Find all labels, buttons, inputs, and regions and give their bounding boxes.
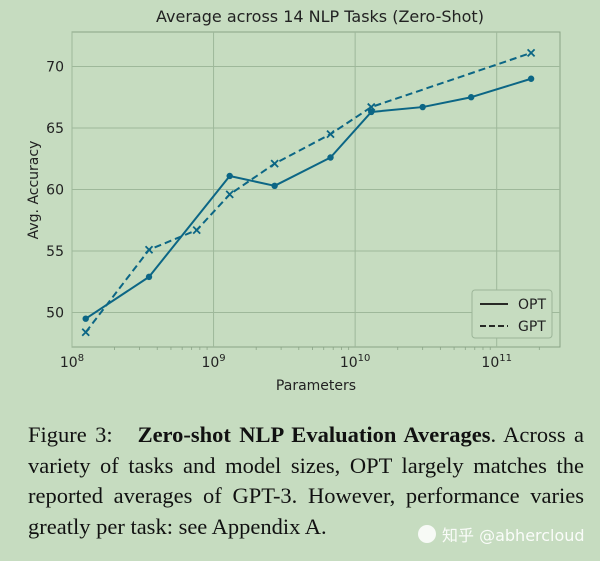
y-axis-label: Avg. Accuracy: [26, 141, 42, 240]
watermark: 知乎 @abhercloud: [418, 522, 585, 546]
caption-title: Zero-shot NLP Evaluation Averages: [137, 422, 491, 447]
figure-caption: Figure 3: Zero-shot NLP Evaluation Avera…: [28, 420, 584, 542]
point-opt: [327, 154, 334, 161]
point-gpt: [270, 159, 279, 168]
y-tick-label: 55: [46, 244, 64, 260]
legend-gpt-label: GPT: [518, 319, 546, 335]
point-gpt: [225, 190, 234, 199]
series-lines: [81, 48, 536, 337]
point-gpt: [81, 328, 90, 337]
y-tick-label: 50: [46, 306, 64, 322]
point-opt: [82, 315, 89, 322]
legend: OPT GPT: [471, 289, 553, 339]
point-gpt: [144, 245, 154, 254]
chart: Average across 14 NLP Tasks (Zero-Shot) …: [26, 7, 561, 394]
legend-opt-label: OPT: [518, 297, 546, 313]
watermark-text: 知乎 @abhercloud: [442, 526, 585, 545]
point-opt: [226, 172, 233, 180]
x-axis-label: Parameters: [276, 378, 356, 394]
x-tick-label: 108: [60, 353, 84, 371]
point-opt: [467, 94, 475, 101]
point-opt: [271, 182, 278, 190]
point-gpt: [526, 48, 536, 58]
caption-body: . Across a variety of tasks and model si…: [28, 422, 584, 539]
point-gpt: [367, 102, 376, 112]
point-opt: [145, 273, 153, 281]
watermark-icon: [418, 525, 436, 543]
y-tick-label: 70: [46, 59, 64, 75]
point-gpt: [192, 225, 201, 235]
chart-title: Average across 14 NLP Tasks (Zero-Shot): [156, 7, 484, 26]
point-opt: [419, 103, 426, 111]
series-line-gpt: [84, 51, 532, 333]
y-tick-label: 65: [46, 121, 64, 137]
x-tick-labels: 108 109 1010 1011: [60, 353, 512, 371]
x-tick-label: 1011: [481, 353, 512, 371]
point-opt: [368, 108, 375, 116]
point-opt: [527, 75, 535, 82]
y-tick-label: 60: [46, 183, 64, 199]
x-tick-label: 109: [201, 353, 225, 371]
x-tick-label: 1010: [340, 353, 371, 371]
caption-label: Figure 3:: [28, 422, 113, 447]
y-tick-labels: 50 55 60 65 70: [46, 59, 64, 321]
point-gpt: [326, 129, 335, 139]
